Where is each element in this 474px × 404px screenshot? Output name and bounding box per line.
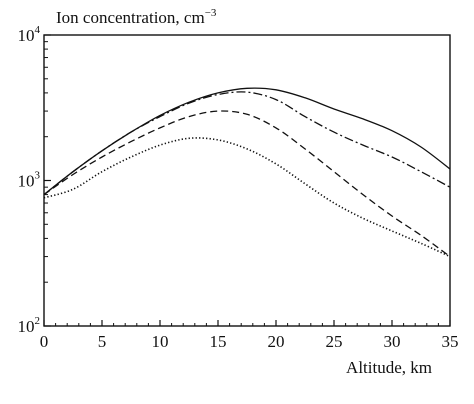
series-line-solid [43, 87, 451, 196]
y-axis-label: Ion concentration, cm−3 [56, 7, 217, 27]
y-axis-label-text: Ion concentration, cm [56, 8, 205, 27]
x-tick-label: 10 [152, 332, 169, 351]
plot-frame [43, 34, 451, 327]
y-axis-label-exponent: −3 [205, 7, 217, 19]
y-tick-label: 102 [18, 315, 41, 336]
y-tick-label: 104 [18, 24, 41, 45]
x-tick-label: 35 [442, 332, 459, 351]
x-tick-label: 20 [268, 332, 285, 351]
x-tick-label: 25 [326, 332, 343, 351]
series-line-dotted [43, 137, 451, 258]
y-tick-label: 103 [18, 170, 41, 191]
x-tick-label: 15 [210, 332, 227, 351]
x-tick-label: 0 [40, 332, 49, 351]
x-axis-label: Altitude, km [346, 358, 432, 377]
x-tick-label: 30 [384, 332, 401, 351]
series-line-dashed [43, 110, 451, 258]
series-line-dashdot [43, 91, 451, 196]
x-tick-label: 5 [98, 332, 107, 351]
